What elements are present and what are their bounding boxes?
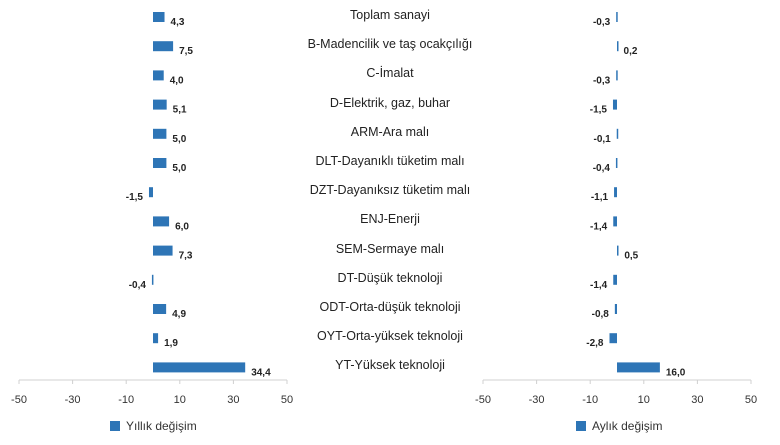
bar-yillik bbox=[153, 245, 173, 256]
bar-yillik bbox=[153, 304, 167, 314]
category-label: DZT-Dayanıksız tüketim malı bbox=[309, 183, 471, 198]
legend-swatch-yillik bbox=[110, 421, 120, 431]
data-label-aylik: -0,8 bbox=[592, 309, 610, 320]
data-label-aylik: -2,8 bbox=[586, 338, 604, 349]
bar-aylik bbox=[617, 41, 619, 52]
bar-aylik bbox=[616, 70, 618, 81]
bar-aylik bbox=[612, 99, 617, 110]
data-label-yillik: 5,0 bbox=[172, 134, 186, 145]
x-tick-label-aylik: 30 bbox=[691, 394, 703, 406]
x-tick-label-yillik: 50 bbox=[281, 394, 293, 406]
bar-yillik bbox=[153, 333, 159, 344]
data-label-yillik: 1,9 bbox=[164, 338, 178, 349]
bar-yillik bbox=[153, 362, 246, 373]
bar-aylik bbox=[614, 187, 617, 198]
category-label: ODT-Orta-düşük teknoloji bbox=[319, 300, 461, 314]
x-tick-label-yillik: -30 bbox=[65, 394, 81, 406]
data-label-yillik: -1,5 bbox=[126, 192, 144, 203]
data-label-aylik: -0,1 bbox=[593, 134, 611, 145]
category-label: ARM-Ara malı bbox=[350, 124, 430, 139]
x-tick-label-yillik: 30 bbox=[227, 394, 239, 406]
legend-swatch-aylik bbox=[576, 421, 586, 431]
bar-yillik bbox=[153, 158, 167, 168]
legend-yillik: Yıllık değişim bbox=[110, 419, 197, 433]
bar-yillik bbox=[153, 216, 170, 227]
bar-yillik bbox=[148, 187, 153, 198]
legend-label-aylik: Aylık değişim bbox=[592, 419, 663, 433]
data-label-aylik: -0,4 bbox=[593, 163, 611, 174]
data-label-yillik: -0,4 bbox=[129, 280, 147, 291]
data-label-aylik: -1,5 bbox=[590, 105, 608, 116]
data-label-yillik: 4,9 bbox=[172, 309, 186, 320]
legend-label-yillik: Yıllık değişim bbox=[126, 419, 197, 433]
x-tick-label-yillik: -50 bbox=[11, 394, 27, 406]
data-label-yillik: 4,0 bbox=[170, 75, 184, 86]
category-label: Toplam sanayi bbox=[350, 8, 430, 22]
data-label-aylik: 0,2 bbox=[624, 46, 638, 57]
category-label: YT-Yüksek teknoloji bbox=[335, 358, 445, 373]
bar-aylik bbox=[614, 304, 617, 314]
x-tick-label-aylik: -30 bbox=[529, 394, 545, 406]
bar-aylik bbox=[617, 362, 660, 373]
legend-aylik: Aylık değişim bbox=[576, 419, 662, 433]
bar-aylik bbox=[609, 333, 617, 344]
x-tick-label-aylik: 50 bbox=[745, 394, 757, 406]
bar-yillik bbox=[153, 70, 164, 81]
bar-aylik bbox=[616, 128, 619, 139]
x-tick-label-aylik: -50 bbox=[475, 394, 491, 406]
category-label: DT-Düşük teknoloji bbox=[337, 270, 443, 285]
data-label-aylik: -0,3 bbox=[593, 75, 611, 86]
data-label-yillik: 7,3 bbox=[179, 251, 193, 262]
data-label-aylik: -1,4 bbox=[590, 280, 608, 291]
data-label-aylik: -0,3 bbox=[593, 17, 611, 28]
data-label-yillik: 5,1 bbox=[173, 105, 187, 116]
bar-aylik bbox=[616, 12, 618, 22]
category-label: ENJ-Enerji bbox=[360, 212, 420, 227]
x-tick-label-aylik: -10 bbox=[582, 394, 598, 406]
data-label-aylik: 0,5 bbox=[624, 251, 638, 262]
data-label-aylik: -1,1 bbox=[591, 192, 609, 203]
category-label: DLT-Dayanıklı tüketim malı bbox=[315, 154, 465, 168]
bar-aylik bbox=[613, 274, 617, 285]
bar-yillik bbox=[151, 274, 154, 285]
bar-yillik bbox=[153, 12, 165, 22]
category-label: D-Elektrik, gaz, buhar bbox=[329, 95, 451, 110]
data-label-yillik: 34,4 bbox=[251, 367, 271, 378]
data-label-yillik: 4,3 bbox=[171, 17, 185, 28]
bar-yillik bbox=[153, 128, 167, 139]
x-tick-label-yillik: 10 bbox=[174, 394, 186, 406]
data-label-aylik: -1,4 bbox=[590, 221, 608, 232]
bar-yillik bbox=[153, 99, 167, 110]
category-label: C-İmalat bbox=[366, 66, 414, 81]
bar-yillik bbox=[153, 41, 174, 52]
data-label-yillik: 7,5 bbox=[179, 46, 193, 57]
data-label-yillik: 5,0 bbox=[172, 163, 186, 174]
bar-aylik bbox=[613, 216, 617, 227]
data-label-yillik: 6,0 bbox=[175, 221, 189, 232]
x-tick-label-yillik: -10 bbox=[118, 394, 134, 406]
category-label: B-Madencilik ve taş ocakçılığı bbox=[307, 37, 473, 52]
bar-aylik bbox=[617, 245, 619, 256]
data-label-aylik: 16,0 bbox=[666, 367, 686, 378]
category-label: OYT-Orta-yüksek teknoloji bbox=[317, 329, 463, 344]
x-tick-label-aylik: 10 bbox=[638, 394, 650, 406]
bar-aylik bbox=[615, 158, 618, 168]
category-label: SEM-Sermaye malı bbox=[335, 241, 445, 256]
